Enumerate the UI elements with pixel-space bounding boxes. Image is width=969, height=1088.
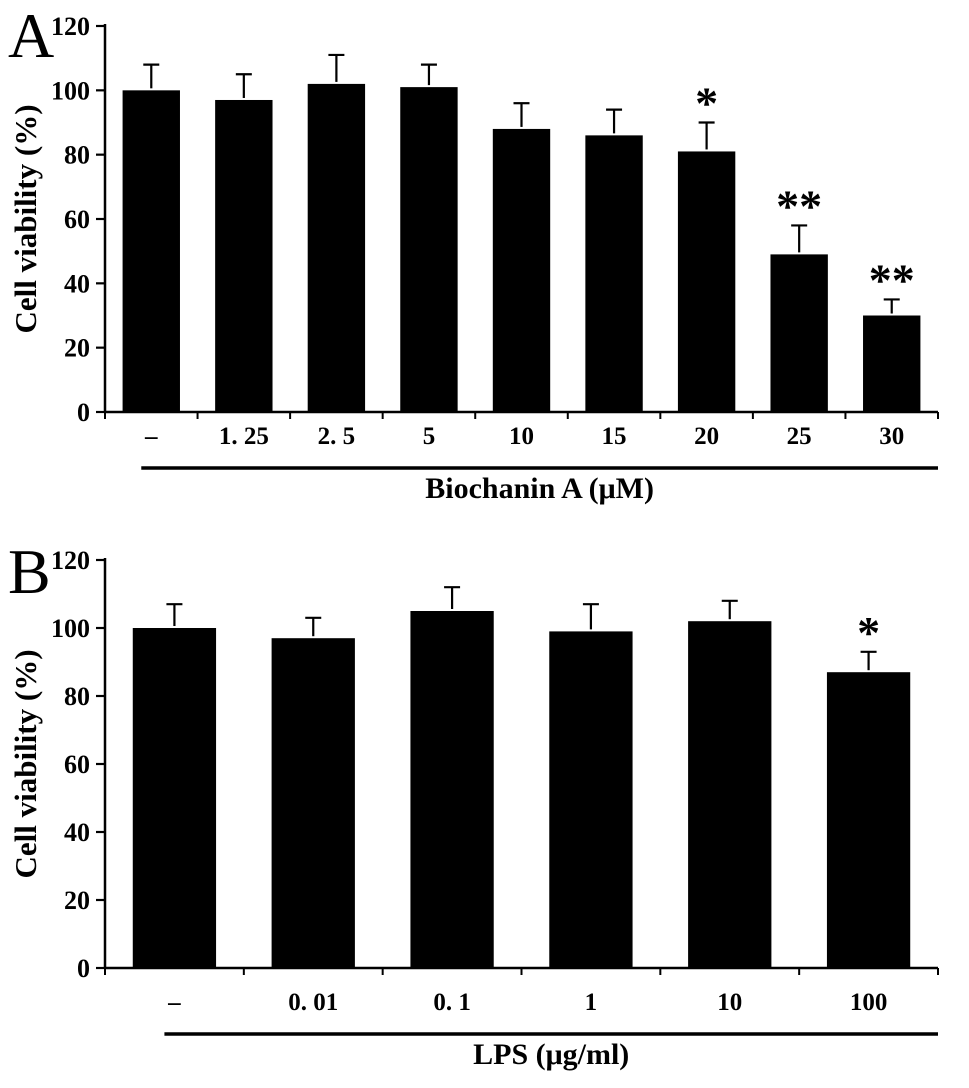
bar <box>122 90 180 412</box>
y-tick-label: 20 <box>64 334 90 363</box>
bar <box>826 672 911 968</box>
bar <box>549 631 633 968</box>
y-tick-label: 20 <box>64 886 90 915</box>
bar <box>307 83 366 413</box>
category-label: 1. 25 <box>219 423 269 450</box>
category-label: 1 <box>585 989 598 1016</box>
category-label: 30 <box>879 423 904 450</box>
category-label: 25 <box>787 423 812 450</box>
y-tick-label: 60 <box>64 205 90 234</box>
y-tick-label: 60 <box>64 750 90 779</box>
bar <box>400 87 458 412</box>
category-label: – <box>167 989 181 1016</box>
significance-marker: ** <box>776 180 822 231</box>
y-tick-label: 0 <box>77 398 90 427</box>
bar <box>863 315 921 412</box>
panel-a-label: A <box>8 0 55 71</box>
x-axis-title: Biochanin A (μM) <box>425 472 654 505</box>
y-tick-label: 80 <box>64 682 90 711</box>
panel-a-chart: 0 20 40 60 80 100 120 – 1. 25 2. 5 5 10 15 * 20 ** 25 ** 3… <box>8 12 939 505</box>
y-tick-label: 80 <box>64 141 90 170</box>
category-label: 2. 5 <box>318 423 356 450</box>
category-label: 100 <box>850 989 888 1016</box>
category-label: 10 <box>717 989 742 1016</box>
category-label: 15 <box>602 423 627 450</box>
bar <box>271 638 355 968</box>
bar <box>410 611 494 968</box>
y-axis-title: Cell viability (%) <box>8 104 43 333</box>
x-axis-title: LPS (μg/ml) <box>473 1038 629 1071</box>
bar <box>492 128 551 412</box>
category-label: 0. 01 <box>288 989 338 1016</box>
significance-marker: ** <box>869 254 915 305</box>
y-tick-label: 40 <box>64 818 90 847</box>
significance-marker: * <box>857 607 880 658</box>
y-tick-label: 100 <box>51 614 90 643</box>
bar <box>585 135 643 412</box>
y-tick-label: 100 <box>51 76 90 105</box>
category-label: 5 <box>423 423 436 450</box>
category-label: 20 <box>694 423 719 450</box>
y-axis-title: Cell viability (%) <box>8 649 43 878</box>
category-label: – <box>144 423 158 450</box>
significance-marker: * <box>695 78 718 129</box>
y-tick-label: 0 <box>77 954 90 983</box>
category-label: 0. 1 <box>433 989 471 1016</box>
panel-b-label: B <box>8 536 51 607</box>
category-label: 10 <box>509 423 534 450</box>
y-tick-label: 40 <box>64 269 90 298</box>
y-tick-label: 120 <box>51 12 90 41</box>
panel-b-chart: 0 20 40 60 80 100 120 – 0. 01 0. 1 1 10 * 100 LPS (μg/… <box>8 546 939 1071</box>
bar <box>677 151 736 412</box>
bar <box>132 628 217 968</box>
y-tick-label: 120 <box>51 546 90 575</box>
bar <box>688 621 772 968</box>
bar <box>770 254 828 412</box>
bar <box>215 99 273 412</box>
